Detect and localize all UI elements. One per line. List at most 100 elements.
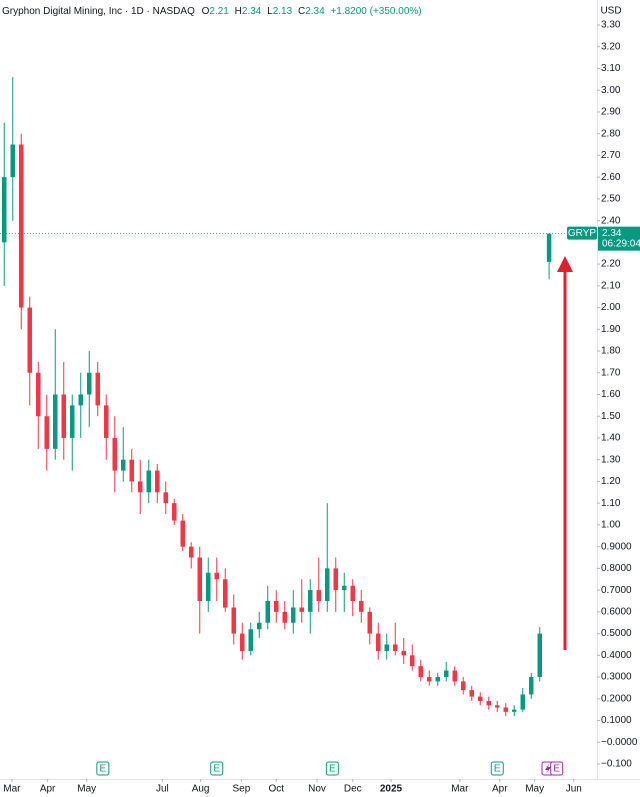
price-tag-bg bbox=[598, 226, 640, 251]
candle-body bbox=[495, 705, 500, 708]
x-tick-label: Mar bbox=[3, 784, 21, 795]
candle-body bbox=[342, 585, 347, 591]
y-tick-label: 2.40 bbox=[601, 215, 621, 226]
candle-body bbox=[333, 568, 338, 591]
y-tick-label: 3.20 bbox=[601, 41, 621, 52]
price-tag-countdown: 06:29:04 bbox=[602, 238, 640, 249]
candle-body bbox=[231, 607, 236, 634]
y-tick-label: 0.8000 bbox=[601, 563, 632, 574]
y-tick-label: 2.10 bbox=[601, 280, 621, 291]
candle-body bbox=[2, 177, 7, 243]
y-tick-label: 0.9000 bbox=[601, 541, 632, 552]
event-marker bbox=[325, 761, 339, 776]
x-tick-label: Jun bbox=[566, 784, 582, 795]
candle-body bbox=[223, 579, 228, 608]
candle-body bbox=[308, 590, 313, 612]
event-marker bbox=[210, 761, 224, 776]
candle-body bbox=[520, 694, 525, 710]
y-tick-label: 1.40 bbox=[601, 433, 621, 444]
open-letter: O bbox=[202, 6, 210, 17]
y-tick-label: 1.00 bbox=[601, 520, 621, 531]
candle-body bbox=[469, 690, 474, 697]
candle-body bbox=[189, 546, 194, 558]
candle-body bbox=[384, 644, 389, 651]
candle-body bbox=[240, 633, 245, 651]
candle-body bbox=[257, 622, 262, 630]
candle-body bbox=[537, 633, 542, 678]
x-tick-label: Nov bbox=[308, 784, 326, 795]
y-tick-label: 1.30 bbox=[601, 454, 621, 465]
candle-body bbox=[78, 394, 83, 406]
close-letter: C bbox=[298, 6, 305, 17]
candle-body bbox=[316, 590, 321, 601]
candle-body bbox=[206, 572, 211, 601]
x-tick-label: Jul bbox=[156, 784, 169, 795]
close-value: 2.34 bbox=[305, 6, 325, 17]
y-tick-label: 2.50 bbox=[601, 194, 621, 205]
candle-body bbox=[10, 144, 15, 178]
candle-body bbox=[376, 633, 381, 651]
y-tick-label: 1.20 bbox=[601, 476, 621, 487]
candle-body bbox=[163, 492, 168, 504]
candle-body bbox=[36, 372, 41, 417]
candle-body bbox=[529, 677, 534, 695]
x-tick-label: Dec bbox=[344, 784, 362, 795]
candle-body bbox=[53, 394, 58, 449]
price-tag-value: 2.34 bbox=[602, 228, 622, 239]
candle-body bbox=[546, 233, 552, 262]
candle-body bbox=[427, 677, 432, 682]
candle-body bbox=[282, 611, 287, 623]
event-label: E bbox=[213, 764, 220, 775]
x-tick-label: Apr bbox=[40, 784, 56, 795]
candle-body bbox=[87, 372, 92, 395]
x-tick-label: Mar bbox=[451, 784, 469, 795]
event-marker bbox=[96, 761, 110, 776]
candle-body bbox=[486, 700, 491, 706]
candle-body bbox=[350, 585, 355, 601]
price-tag-symbol: GRYP bbox=[568, 228, 596, 239]
y-tick-label: −0.0000 bbox=[601, 737, 638, 748]
candle-body bbox=[19, 144, 24, 308]
candle-body bbox=[299, 607, 304, 612]
candle-body bbox=[444, 670, 449, 678]
event-label: E bbox=[329, 764, 336, 775]
candle-body bbox=[291, 607, 296, 623]
y-tick-label: 2.90 bbox=[601, 107, 621, 118]
candle-body bbox=[112, 437, 117, 471]
y-tick-label: 0.6000 bbox=[601, 606, 632, 617]
y-tick-label: 0.2000 bbox=[601, 693, 632, 704]
y-tick-label: 2.60 bbox=[601, 172, 621, 183]
y-tick-label: 2.70 bbox=[601, 150, 621, 161]
high-letter: H bbox=[235, 6, 242, 17]
y-tick-label: 2.00 bbox=[601, 302, 621, 313]
price-tag-symbol-bg bbox=[567, 226, 597, 240]
candle-body bbox=[146, 470, 151, 493]
news-icon-bolt bbox=[545, 764, 551, 774]
event-label: E bbox=[100, 764, 107, 775]
candle-body bbox=[121, 459, 126, 471]
y-tick-label: 1.50 bbox=[601, 411, 621, 422]
candle-body bbox=[104, 405, 109, 438]
candle-body bbox=[393, 644, 398, 651]
candle-body bbox=[138, 481, 143, 493]
y-tick-label: 1.10 bbox=[601, 498, 621, 509]
symbol-title: Gryphon Digital Mining, Inc · 1D · NASDA… bbox=[2, 6, 195, 17]
candle-body bbox=[214, 572, 219, 580]
candle-body bbox=[70, 405, 75, 438]
y-tick-label: 1.90 bbox=[601, 324, 621, 335]
event-label: E bbox=[494, 764, 501, 775]
y-tick-label: 3.30 bbox=[601, 20, 621, 31]
candle-body bbox=[197, 557, 202, 601]
candle-body bbox=[367, 611, 372, 634]
candle-body bbox=[95, 372, 100, 406]
candle-body bbox=[27, 307, 32, 373]
y-tick-label: 0.1000 bbox=[601, 715, 632, 726]
y-tick-label: 1.70 bbox=[601, 367, 621, 378]
candle-body bbox=[129, 459, 134, 482]
candle-body bbox=[435, 677, 440, 682]
y-tick-label: 0.7000 bbox=[601, 585, 632, 596]
candle-body bbox=[155, 470, 160, 493]
event-marker bbox=[550, 761, 564, 776]
y-tick-label: 2.20 bbox=[601, 259, 621, 270]
